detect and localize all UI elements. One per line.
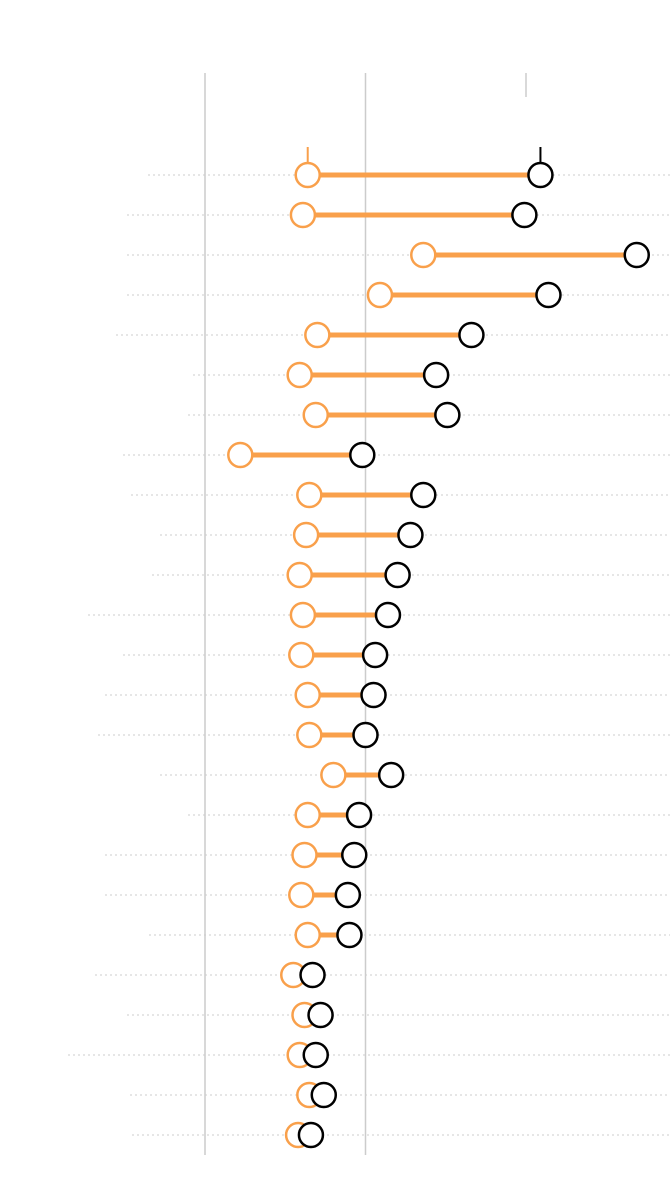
dumbbell-row: [288, 641, 389, 669]
dumbbell-row: [296, 481, 437, 509]
end-point: [377, 761, 405, 789]
dumbbell-row: [292, 521, 424, 549]
dumbbell-row: [291, 1001, 334, 1029]
dumbbell-row: [286, 361, 450, 389]
end-point: [341, 841, 368, 869]
end-point: [310, 1081, 338, 1109]
end-point: [511, 201, 538, 229]
start-point: [410, 241, 437, 269]
start-point: [304, 321, 331, 349]
start-point: [289, 201, 317, 229]
start-point: [286, 561, 313, 589]
start-point: [227, 441, 254, 469]
end-point: [384, 561, 411, 589]
dumbbell-marks: [227, 147, 650, 1149]
dumbbell-row: [291, 841, 368, 869]
dumbbell-row: [294, 801, 373, 829]
end-point: [422, 361, 450, 389]
end-point: [535, 281, 562, 309]
dumbbell-row: [289, 601, 402, 629]
start-point: [291, 841, 318, 869]
end-point: [374, 601, 402, 629]
start-point: [294, 801, 321, 829]
dumbbell-row: [286, 1041, 329, 1069]
end-point: [360, 681, 387, 709]
end-point: [336, 921, 363, 949]
dumbbell-row: [227, 441, 376, 469]
end-point: [361, 641, 389, 669]
start-point: [292, 521, 320, 549]
dumbbell-row: [286, 561, 411, 589]
end-point: [302, 1041, 329, 1069]
dumbbell-row: [296, 721, 379, 749]
start-point: [296, 481, 323, 509]
start-point: [366, 281, 394, 309]
dumbbell-row: [280, 961, 326, 989]
dumbbell-row: [288, 881, 362, 909]
end-point: [434, 401, 461, 429]
dumbbell-row: [284, 1121, 325, 1149]
dumbbell-row: [296, 1081, 338, 1109]
start-point: [302, 401, 329, 429]
end-point: [299, 961, 326, 989]
end-point: [527, 161, 554, 189]
dumbbell-row: [320, 761, 405, 789]
dumbbell-row: [294, 681, 387, 709]
start-point: [294, 921, 321, 949]
end-point: [458, 321, 485, 349]
dumbbell-row: [294, 921, 363, 949]
start-point: [289, 601, 317, 629]
start-point: [286, 361, 313, 389]
dumbbell-row: [304, 321, 485, 349]
end-point: [623, 241, 650, 269]
end-point: [352, 721, 379, 749]
start-point: [294, 681, 321, 709]
end-point: [307, 1001, 334, 1029]
start-point: [320, 761, 347, 789]
end-point: [349, 441, 376, 469]
start-point: [296, 721, 323, 749]
end-point: [297, 1121, 325, 1149]
end-point: [410, 481, 437, 509]
dumbbell-row: [294, 147, 554, 189]
start-point: [288, 641, 315, 669]
end-point: [334, 881, 362, 909]
dumbbell-row: [289, 201, 538, 229]
start-point: [288, 881, 315, 909]
dumbbell-row: [366, 281, 562, 309]
end-point: [397, 521, 424, 549]
end-point: [345, 801, 373, 829]
dumbbell-row: [410, 241, 650, 269]
dumbbell-row: [302, 401, 461, 429]
row-guides: [68, 174, 670, 1136]
start-point: [294, 161, 321, 189]
